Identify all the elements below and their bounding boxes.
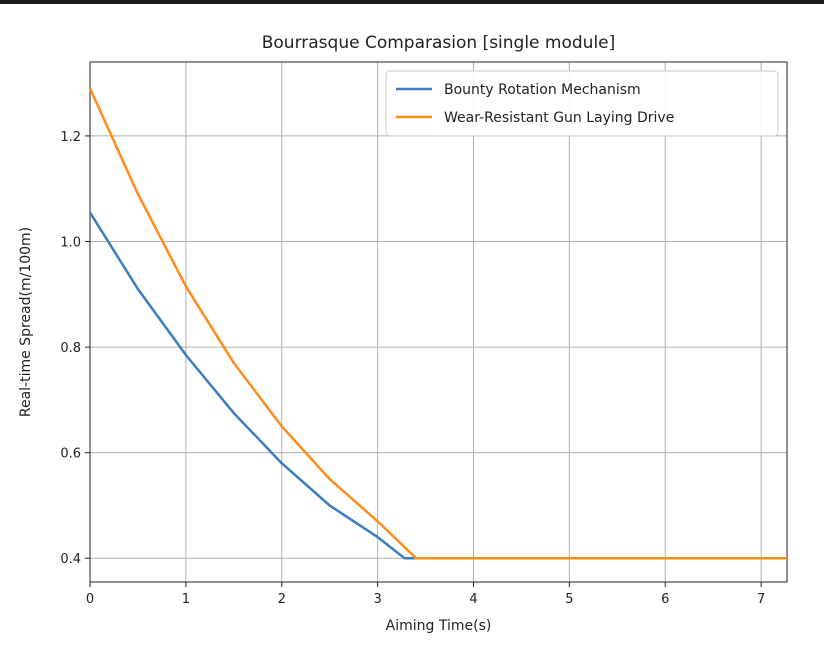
- series-line-2: [88, 87, 787, 560]
- y-tick-label: 1.0: [60, 235, 81, 250]
- y-tick-label: 0.6: [60, 447, 81, 462]
- legend-label: Wear-Resistant Gun Laying Drive: [444, 110, 674, 126]
- y-tick-label: 0.4: [60, 552, 81, 567]
- x-tick-label: 2: [278, 592, 286, 607]
- y-axis: 0.4 0.6 0.8 1.0 1.2: [60, 130, 90, 567]
- x-tick-label: 7: [757, 592, 765, 607]
- x-axis: 0 1 2 3 4 5 6 7: [86, 582, 765, 607]
- x-axis-label: Aiming Time(s): [386, 618, 492, 634]
- x-tick-label: 4: [469, 592, 477, 607]
- x-tick-label: 5: [565, 592, 573, 607]
- x-tick-label: 0: [86, 592, 94, 607]
- chart-title: Bourrasque Comparasion [single module]: [262, 33, 616, 53]
- window-top-border: [0, 0, 824, 4]
- plot-frame: [89, 61, 788, 583]
- series-line-1: [88, 211, 787, 560]
- legend-box: [385, 70, 779, 137]
- x-tick-label: 3: [373, 592, 381, 607]
- x-tick-label: 1: [182, 592, 190, 607]
- y-tick-label: 1.2: [60, 130, 81, 145]
- grid: [89, 62, 787, 582]
- legend-label: Bounty Rotation Mechanism: [444, 82, 641, 98]
- x-tick-label: 6: [661, 592, 669, 607]
- legend: Bounty Rotation Mechanism Wear-Resistant …: [385, 70, 779, 137]
- series-lines: [88, 87, 787, 560]
- y-axis-label: Real-time Spread(m/100m): [18, 227, 34, 417]
- y-tick-label: 0.8: [60, 341, 81, 356]
